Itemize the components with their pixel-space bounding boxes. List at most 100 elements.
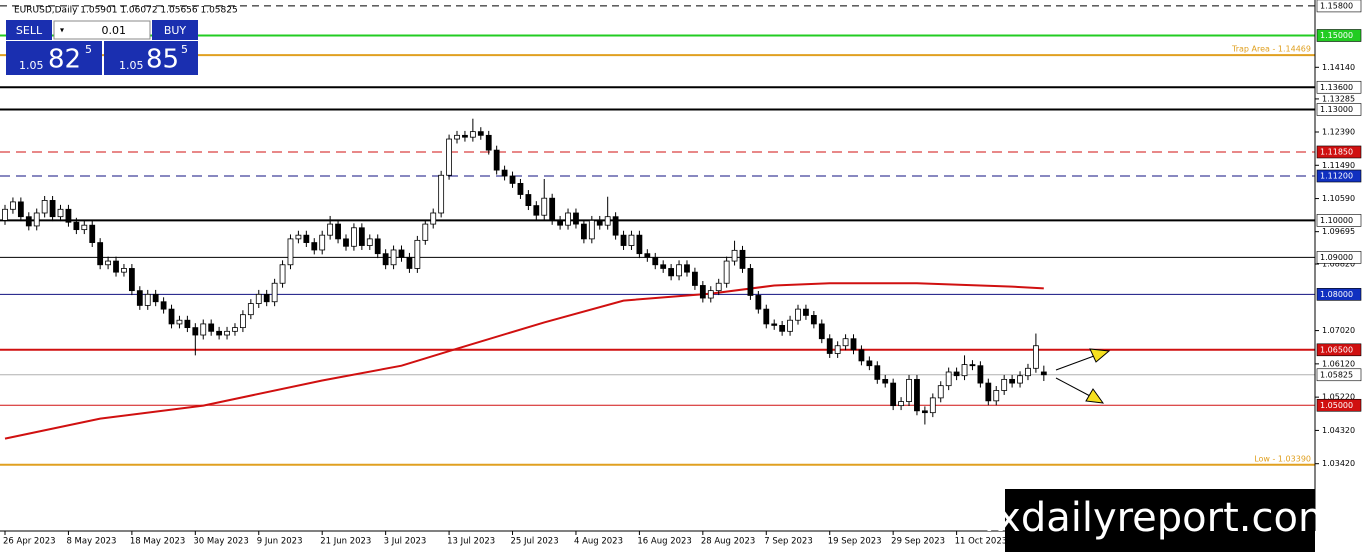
level-label: 1.13600 — [1320, 83, 1353, 92]
candle-body — [319, 234, 326, 251]
candle-body — [874, 365, 881, 380]
buy-prefix: 1.05 — [119, 59, 144, 72]
candle-body — [255, 293, 262, 304]
candle-body — [810, 315, 817, 325]
level-note: Trap Area - 1.14469 — [1231, 45, 1311, 54]
y-tick-label: 1.04320 — [1322, 426, 1355, 435]
candle-body — [128, 268, 135, 292]
y-tick-label: 1.11490 — [1322, 161, 1355, 170]
level-label: 1.13000 — [1320, 105, 1353, 114]
candle-body — [795, 308, 801, 321]
candle-body — [493, 149, 500, 171]
y-tick-label: 1.12390 — [1322, 128, 1355, 137]
candle-body — [247, 303, 254, 316]
candle-body — [73, 221, 80, 231]
sell-price[interactable] — [6, 41, 102, 75]
candle-body — [763, 308, 770, 325]
candle-body — [850, 338, 857, 351]
candle-body — [676, 264, 682, 277]
candle-body — [596, 219, 603, 226]
candle-body — [945, 371, 952, 387]
candle-body — [588, 219, 595, 240]
lot-input[interactable] — [53, 20, 151, 40]
level-label: 1.05825 — [1320, 370, 1353, 379]
x-tick-label: 19 Sep 2023 — [828, 537, 882, 547]
x-tick-label: 8 May 2023 — [66, 537, 116, 547]
candle-body — [49, 200, 56, 218]
candle-body — [573, 212, 579, 225]
buy-button[interactable] — [152, 20, 198, 40]
candle-body — [89, 224, 96, 243]
candle-body — [271, 282, 278, 303]
buy-label: BUY — [164, 24, 187, 37]
watermark-box — [1005, 489, 1315, 552]
y-tick-label: 1.09695 — [1322, 227, 1355, 236]
candle-body — [525, 194, 532, 206]
chart-title: EURUSD,Daily 1.05901 1.06072 1.05656 1.0… — [14, 6, 238, 16]
x-tick-label: 25 Jul 2023 — [511, 537, 559, 547]
buy-sup: 5 — [181, 43, 188, 56]
candle-body — [390, 249, 397, 266]
candle-body — [41, 200, 48, 214]
x-tick-label: 21 Jun 2023 — [320, 537, 371, 547]
y-tick-label: 1.06120 — [1322, 359, 1355, 368]
candle-body — [937, 385, 944, 399]
candle-body — [890, 382, 897, 407]
candle-body — [580, 223, 587, 240]
candle-body — [652, 256, 659, 266]
y-tick-label: 1.08820 — [1322, 260, 1355, 269]
level-label: 1.05000 — [1320, 401, 1353, 410]
trade-panel: SELL ▾ 0.01 BUY 1.05 82 5 1.05 85 5 — [6, 20, 198, 75]
x-tick-label: 3 Jul 2023 — [384, 537, 427, 547]
candle-body — [898, 401, 904, 407]
x-tick-label: 18 May 2023 — [130, 537, 185, 547]
candle-body — [921, 410, 928, 414]
level-label-box — [1316, 29, 1362, 42]
candle-body — [33, 212, 40, 227]
candle-body — [977, 365, 984, 384]
level-label-box — [1316, 343, 1362, 357]
y-tick-label: 1.05220 — [1322, 393, 1355, 402]
candle-body — [961, 364, 968, 377]
price-axis-labels: 1.14140 1.13285 1.12390 1.11490 1.10590 1.096… — [1315, 0, 1362, 468]
candle-body — [723, 260, 730, 284]
level-label-box — [1316, 251, 1362, 264]
candle-body — [557, 219, 563, 226]
lot-arrow: ▾ — [60, 26, 64, 35]
candle-body — [731, 249, 738, 262]
candle-body — [993, 390, 1000, 402]
candle-body — [684, 264, 690, 273]
x-tick-label: 28 Aug 2023 — [701, 537, 755, 547]
candle-body — [485, 134, 492, 151]
candle-body — [818, 323, 825, 340]
candle-body — [1033, 345, 1039, 369]
candle-body — [374, 238, 381, 255]
candle-body — [184, 319, 191, 329]
candle-body — [628, 234, 635, 246]
candle-body — [747, 268, 754, 296]
candle-body — [406, 256, 413, 269]
candle-body — [699, 285, 706, 299]
candle-body — [113, 260, 119, 273]
sell-button[interactable] — [6, 20, 52, 40]
level-label-box — [1316, 80, 1362, 94]
candle-body — [549, 197, 556, 221]
candle-body — [239, 314, 246, 329]
candle-body — [65, 208, 72, 223]
candle-body — [446, 138, 452, 176]
level-label-box — [1316, 169, 1362, 183]
candle-body — [882, 378, 889, 384]
candle-body — [692, 271, 698, 286]
candle-body — [105, 260, 111, 266]
level-label: 1.15800 — [1320, 1, 1353, 10]
y-tick-label: 1.13285 — [1322, 94, 1355, 103]
buy-price[interactable] — [104, 41, 198, 75]
candle-body — [335, 223, 341, 240]
candle-body — [604, 216, 611, 226]
candle-body — [985, 382, 992, 402]
candle-body — [969, 364, 976, 367]
y-tick-label: 1.03420 — [1322, 459, 1355, 468]
candle-body — [17, 201, 24, 218]
candle-body — [422, 223, 429, 241]
candle-body — [914, 378, 920, 412]
